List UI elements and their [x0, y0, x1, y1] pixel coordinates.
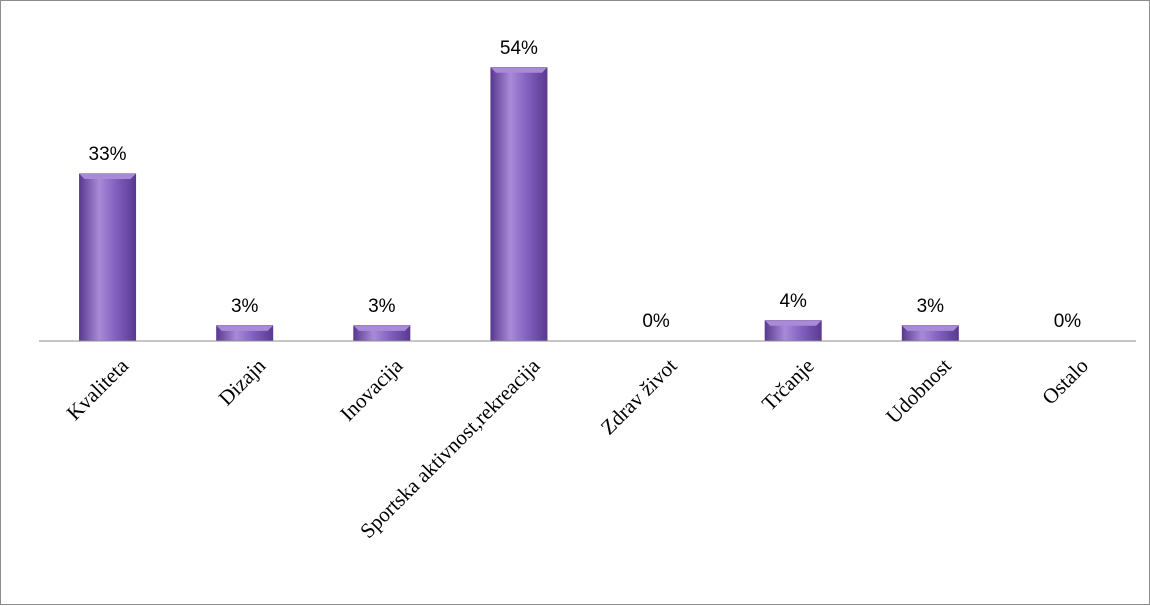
- bar-bevel: [902, 325, 959, 331]
- data-label: 0%: [642, 311, 670, 332]
- bar: [79, 173, 137, 342]
- bar-body: [79, 173, 137, 342]
- data-label: 3%: [917, 296, 945, 317]
- bar-bevel: [490, 67, 547, 73]
- category-tick-label: Trčanje: [757, 354, 819, 416]
- bar: [216, 325, 274, 342]
- category-tick-label: Dizajn: [214, 353, 271, 410]
- bar-bevel: [79, 174, 136, 180]
- bar: [490, 67, 548, 342]
- category-tick-label: Inovacija: [335, 353, 408, 426]
- data-label: 0%: [1054, 311, 1082, 332]
- data-label: 33%: [89, 144, 127, 165]
- category-tick-label: Zdrav život: [596, 353, 682, 439]
- bar: [764, 320, 822, 342]
- bar-bevel: [765, 320, 822, 326]
- category-tick-label: Udobnost: [881, 353, 956, 428]
- bar-body: [490, 67, 548, 342]
- category-tick-label: Kvaliteta: [62, 353, 134, 425]
- data-label: 3%: [368, 296, 396, 317]
- bar-bevel: [353, 325, 410, 331]
- data-label: 54%: [500, 38, 538, 59]
- category-tick-label: Ostalo: [1037, 354, 1093, 410]
- bar: [901, 325, 959, 342]
- data-label: 4%: [779, 291, 807, 312]
- data-label: 3%: [231, 296, 259, 317]
- bar-bevel: [216, 325, 273, 331]
- bar: [353, 325, 411, 342]
